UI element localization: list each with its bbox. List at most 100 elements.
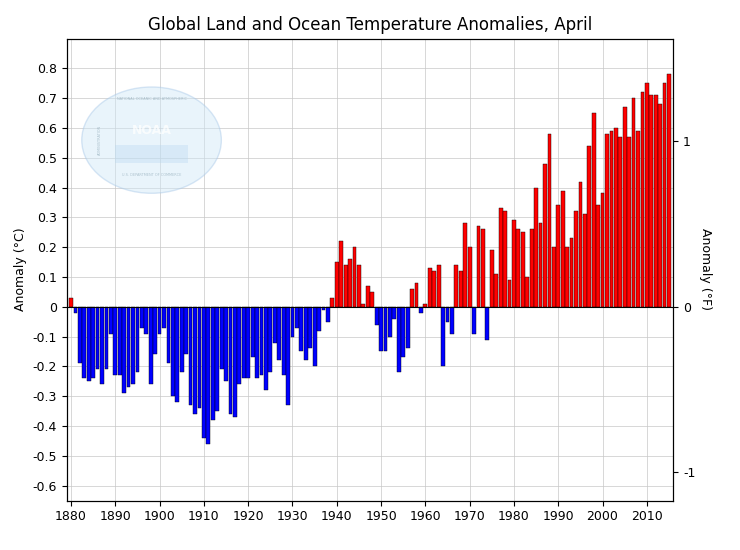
Bar xyxy=(300,307,303,351)
Bar xyxy=(269,307,272,372)
Text: NATIONAL OCEANIC AND ATMOSPHERIC: NATIONAL OCEANIC AND ATMOSPHERIC xyxy=(117,97,186,101)
Bar xyxy=(149,307,152,384)
Bar xyxy=(623,107,627,307)
Bar xyxy=(477,226,480,307)
Bar xyxy=(171,307,175,396)
Y-axis label: Anomaly (°F): Anomaly (°F) xyxy=(699,228,712,311)
Bar xyxy=(428,268,431,307)
Bar xyxy=(144,307,148,334)
Bar xyxy=(233,307,237,417)
Bar xyxy=(140,307,144,328)
Bar xyxy=(353,247,357,307)
Bar xyxy=(198,307,201,408)
Bar xyxy=(109,307,112,334)
Bar xyxy=(291,307,295,337)
Bar xyxy=(215,307,219,411)
Bar xyxy=(614,128,618,307)
Bar xyxy=(69,298,73,307)
Bar xyxy=(158,307,161,334)
Bar xyxy=(588,146,591,307)
Bar xyxy=(166,307,170,364)
Bar xyxy=(392,307,396,318)
Bar xyxy=(131,307,135,384)
Bar xyxy=(406,307,409,349)
Bar xyxy=(517,229,520,307)
Bar xyxy=(636,131,640,307)
Bar xyxy=(73,307,78,313)
Bar xyxy=(78,307,82,364)
Bar xyxy=(556,205,560,307)
Bar xyxy=(162,307,166,328)
Bar xyxy=(113,307,117,375)
Bar xyxy=(619,137,622,307)
Bar xyxy=(87,307,90,381)
Bar xyxy=(628,137,631,307)
Bar xyxy=(273,307,277,343)
Bar xyxy=(490,250,494,307)
Bar xyxy=(322,307,326,310)
Bar xyxy=(445,307,449,322)
Bar xyxy=(286,307,290,405)
Bar xyxy=(118,307,121,375)
Bar xyxy=(472,307,476,334)
Bar xyxy=(499,208,502,307)
Bar xyxy=(534,188,538,307)
Bar xyxy=(503,211,507,307)
Bar xyxy=(667,74,671,307)
Bar xyxy=(423,304,427,307)
Bar xyxy=(206,307,210,444)
Bar xyxy=(610,131,613,307)
Bar xyxy=(313,307,317,366)
Bar xyxy=(543,164,547,307)
Bar xyxy=(432,271,436,307)
Bar xyxy=(641,92,645,307)
Bar xyxy=(401,307,405,358)
Bar xyxy=(450,307,454,334)
Text: ADMINISTRATION: ADMINISTRATION xyxy=(98,125,102,155)
Bar xyxy=(481,229,485,307)
Bar xyxy=(659,104,662,307)
Bar xyxy=(374,307,379,324)
Bar xyxy=(260,307,263,375)
Title: Global Land and Ocean Temperature Anomalies, April: Global Land and Ocean Temperature Anomal… xyxy=(148,16,592,34)
Bar xyxy=(211,307,215,420)
Bar xyxy=(662,83,667,307)
Bar xyxy=(437,265,440,307)
Bar xyxy=(242,307,246,378)
Bar xyxy=(229,307,232,414)
Bar xyxy=(494,274,498,307)
Bar xyxy=(454,265,458,307)
Bar xyxy=(410,289,414,307)
Bar xyxy=(632,98,636,307)
Bar xyxy=(530,229,534,307)
Bar xyxy=(441,307,445,366)
Bar xyxy=(220,307,223,370)
Bar xyxy=(485,307,489,339)
Bar xyxy=(583,214,587,307)
Bar xyxy=(304,307,308,360)
Bar xyxy=(463,223,467,307)
Bar xyxy=(309,307,312,349)
Bar xyxy=(579,182,582,307)
Bar xyxy=(104,307,108,370)
Bar xyxy=(357,265,361,307)
Bar xyxy=(565,247,569,307)
Bar xyxy=(397,307,400,372)
Bar xyxy=(340,241,343,307)
Bar xyxy=(370,292,374,307)
Bar xyxy=(361,304,366,307)
Bar xyxy=(592,113,596,307)
Bar xyxy=(246,307,250,378)
Bar xyxy=(255,307,259,378)
Bar xyxy=(605,134,609,307)
Bar xyxy=(548,134,551,307)
Bar xyxy=(282,307,286,375)
Bar xyxy=(601,194,605,307)
Bar xyxy=(135,307,139,372)
Bar xyxy=(202,307,206,438)
Bar xyxy=(224,307,228,381)
Bar xyxy=(278,307,281,360)
Bar xyxy=(91,307,95,378)
Bar xyxy=(317,307,321,331)
Bar xyxy=(127,307,130,387)
